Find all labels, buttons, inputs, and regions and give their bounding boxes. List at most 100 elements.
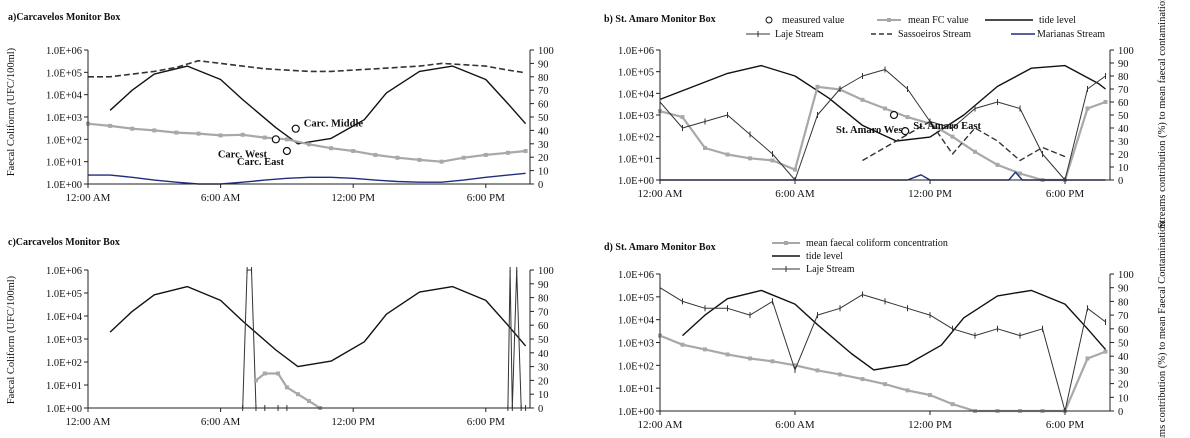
series-line — [659, 334, 1106, 413]
legend-sassoeiros-label: Sassoeiros Stream — [898, 29, 971, 40]
y-tick-label: 1.0E+05 — [618, 68, 654, 79]
series-marker — [284, 137, 289, 142]
y2-tick-label: 40 — [538, 126, 549, 137]
measured-point — [889, 110, 899, 120]
measured-point-label: St. Amaro East — [913, 121, 981, 132]
legend-meanfc-label: mean FC value — [908, 15, 969, 26]
y2-tick-label: 10 — [1118, 393, 1129, 404]
y-tick-label: 1.0E+05 — [46, 289, 82, 300]
series-line — [109, 65, 527, 145]
series-marker — [461, 155, 466, 160]
series-marker — [680, 342, 685, 347]
measured-point-label: St. Amaro West — [836, 125, 906, 136]
y-tick-label: 1.0E+02 — [618, 133, 654, 144]
series-line — [88, 59, 526, 78]
x-tick-label: 12:00 PM — [331, 192, 375, 204]
y2-tick-label: 80 — [1118, 297, 1129, 308]
y2-tick-label: 20 — [538, 376, 549, 387]
series-marker — [276, 371, 281, 376]
series-marker — [108, 123, 113, 128]
measured-point — [282, 146, 291, 156]
y-tick-label: 1.0E+04 — [46, 91, 83, 102]
y2-tick-label: 50 — [1118, 111, 1129, 122]
series-marker — [439, 159, 444, 164]
series-marker — [748, 156, 752, 161]
y-tick-label: 1.0E+05 — [618, 293, 654, 304]
panel-d-ylabel-right: Streams contribution (%) to mean Faecal … — [1157, 221, 1168, 438]
legend-d-meanfc-marker — [784, 241, 788, 245]
y2-tick-label: 100 — [538, 266, 554, 277]
series-marker — [174, 130, 179, 135]
y-tick-label: 1.0E+01 — [618, 154, 654, 165]
series-marker — [253, 378, 258, 383]
y2-tick-label: 20 — [538, 153, 549, 164]
x-tick-label: 12:00 AM — [66, 416, 111, 428]
y2-tick-label: 50 — [538, 335, 549, 346]
series-marker — [860, 377, 865, 382]
series-marker — [505, 150, 510, 155]
panel-a-y2-ticks: 0 10 20 30 40 50 60 70 80 90 100 — [530, 46, 554, 191]
legend-measured-label: measured value — [782, 15, 845, 26]
panel-a-title: a)Carcavelos Monitor Box — [8, 12, 120, 23]
y2-tick-label: 60 — [1118, 325, 1129, 336]
y-tick-label: 1.0E+02 — [46, 358, 82, 369]
series-marker — [1018, 171, 1022, 176]
x-tick-label: 6:00 PM — [1046, 419, 1084, 431]
y2-tick-label: 70 — [1118, 85, 1129, 96]
y2-tick-label: 30 — [538, 140, 549, 151]
legend-laje-label: Laje Stream — [775, 29, 824, 40]
y-tick-label: 1.0E+06 — [618, 46, 654, 57]
series-marker — [1085, 356, 1090, 361]
series-marker — [680, 115, 685, 120]
series-marker — [950, 134, 955, 139]
x-tick-label: 6:00 PM — [467, 416, 505, 428]
x-tick-label: 6:00 AM — [775, 188, 815, 200]
panel-a-ylabel: Faecal Coliform (UFC/100ml) — [6, 47, 17, 176]
panel-c-chart: c)Carcavelos Monitor Box Faecal Coliform… — [6, 237, 554, 428]
y2-tick-label: 100 — [1118, 46, 1134, 57]
series-line — [88, 172, 526, 185]
panel-a-points: Carc. West Carc. Middle Carc. East — [218, 119, 364, 168]
x-tick-label: 6:00 PM — [1046, 188, 1084, 200]
series-line — [659, 287, 1106, 412]
series-marker — [793, 363, 797, 368]
y2-tick-label: 0 — [1118, 407, 1123, 418]
y2-tick-label: 100 — [538, 46, 554, 57]
x-tick-label: 6:00 AM — [775, 419, 815, 431]
y2-tick-label: 70 — [538, 86, 549, 97]
x-tick-label: 12:00 AM — [638, 419, 683, 431]
y2-tick-label: 10 — [538, 167, 549, 178]
series-line — [88, 269, 526, 409]
y2-tick-label: 50 — [1118, 339, 1129, 350]
legend-marianas-label: Marianas Stream — [1037, 29, 1105, 40]
y-tick-label: 1.0E+06 — [618, 270, 654, 281]
y2-tick-label: 90 — [538, 280, 549, 291]
y2-tick-label: 10 — [538, 390, 549, 401]
panel-d-y2-ticks: 0 10 20 30 40 50 60 70 80 90 100 — [1110, 270, 1134, 418]
series-marker — [928, 393, 932, 398]
series-marker — [523, 149, 528, 154]
y2-tick-label: 80 — [538, 294, 549, 305]
y-tick-label: 1.0E+01 — [618, 384, 654, 395]
panel-a-y-ticks: 1.0E+00 1.0E+01 1.0E+02 1.0E+03 1.0E+04 1.0E+… — [46, 46, 88, 191]
y-tick-label: 1.0E+03 — [618, 339, 654, 350]
y2-tick-label: 30 — [1118, 366, 1129, 377]
y2-tick-label: 90 — [1118, 59, 1129, 70]
y2-tick-label: 70 — [538, 307, 549, 318]
series-line — [109, 285, 527, 368]
series-marker — [838, 372, 842, 377]
panel-c-y2-ticks: 0 10 20 30 40 50 60 70 80 90 100 — [530, 266, 554, 415]
panel-b-y2-ticks: 0 10 20 30 40 50 60 70 80 90 100 — [1110, 46, 1134, 187]
series-marker — [905, 388, 910, 393]
panel-c-y-ticks: 1.0E+00 1.0E+01 1.0E+02 1.0E+03 1.0E+04 1.0E+… — [46, 266, 88, 415]
series-marker — [218, 133, 223, 138]
panel-d-title: d) St. Amaro Monitor Box — [604, 242, 716, 253]
legend-d-tide-label: tide level — [806, 251, 843, 262]
y2-tick-label: 90 — [1118, 284, 1129, 295]
y2-tick-label: 60 — [538, 100, 549, 111]
panel-d-legend: mean faecal coliform concentration tide … — [772, 238, 948, 275]
panel-c-ylabel: Faecal Coliform (UFC/100ml) — [6, 275, 17, 404]
panel-a-x-ticks: 12:00 AM 6:00 AM 12:00 PM 6:00 PM — [66, 184, 505, 204]
series-marker — [130, 126, 135, 131]
